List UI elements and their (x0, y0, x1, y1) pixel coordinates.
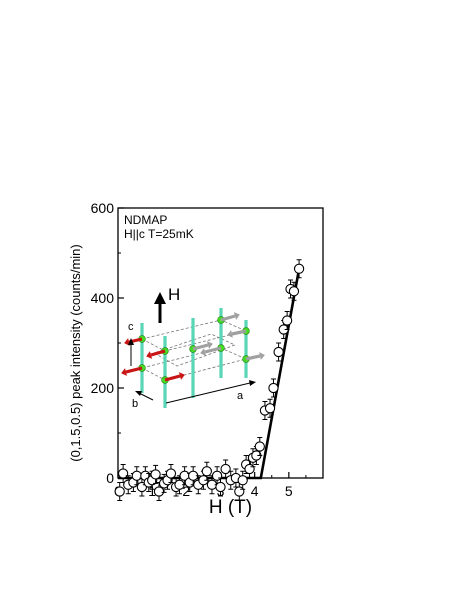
spin-head (200, 348, 206, 356)
data-point (293, 259, 305, 279)
spin-shaft (204, 346, 222, 354)
spin-shaft (150, 349, 166, 357)
y-axis-title: (0,1.5,0.5) peak intensity (counts/min) (68, 244, 83, 462)
data-point (179, 466, 190, 486)
data-marker (201, 466, 212, 477)
spin-arrow (192, 341, 213, 351)
y-tick-label: 200 (91, 380, 115, 396)
data-point (268, 378, 279, 398)
data-point (288, 281, 300, 301)
data-marker (268, 382, 279, 394)
data-marker (237, 475, 248, 486)
conditions-label: H||c T=25mK (124, 227, 194, 241)
x-tick-label: 5 (285, 483, 293, 499)
axis-b-line (138, 392, 154, 401)
data-marker (273, 346, 284, 358)
data-marker (131, 470, 142, 481)
spin-head (178, 372, 185, 380)
data-marker (254, 441, 265, 452)
axis-a-line (165, 382, 251, 404)
spin-shaft (231, 329, 247, 336)
spin-arrow (121, 366, 143, 376)
spin-head (146, 351, 153, 359)
data-marker (220, 463, 231, 475)
data-point (150, 464, 161, 484)
axis-a-head (249, 380, 256, 386)
data-point (165, 464, 177, 483)
lattice-plane-upper (140, 319, 248, 352)
spin-shaft (125, 366, 143, 374)
spin-head (206, 341, 213, 349)
data-marker (114, 486, 125, 497)
data-point (273, 342, 284, 362)
spin-head (233, 312, 240, 320)
spin-head (259, 352, 265, 360)
data-point (201, 461, 212, 481)
data-point (114, 482, 125, 501)
data-marker (117, 468, 129, 479)
x-tick-label: 2 (182, 483, 190, 499)
spin-arrow (164, 372, 185, 382)
field-label: H (168, 285, 180, 304)
x-tick-label: 1 (148, 483, 156, 499)
spin-head (121, 368, 127, 376)
x-axis-title: H (T) (209, 497, 252, 518)
crystal-structure-inset: Hc b a (121, 285, 265, 410)
data-marker (215, 481, 226, 493)
lattice-plane-lower (140, 347, 248, 381)
fit-line (118, 268, 301, 480)
y-tick-label: 600 (91, 200, 115, 216)
data-point (117, 464, 129, 483)
spin-shaft (220, 314, 236, 322)
y-tick-label: 0 (106, 470, 114, 486)
axis-b-label: b (132, 398, 138, 410)
data-point (215, 477, 226, 497)
data-point (264, 398, 276, 418)
y-tick-label: 400 (91, 290, 115, 306)
axis-c-head (128, 338, 134, 345)
data-point (237, 470, 248, 490)
data-marker (165, 468, 177, 479)
data-marker (281, 315, 293, 326)
spin-shaft (192, 343, 209, 351)
data-marker (150, 469, 161, 480)
data-marker (264, 403, 276, 414)
lattice-plane-middle (153, 333, 237, 367)
spin-shaft (245, 354, 261, 361)
field-arrow-head (154, 292, 166, 304)
spin-arrow (200, 346, 222, 356)
data-point (281, 311, 293, 330)
spin-arrow (220, 312, 240, 322)
spin-arrow (245, 352, 265, 361)
spin-head (227, 330, 233, 338)
data-marker (288, 286, 300, 297)
data-marker (293, 263, 305, 274)
sample-label: NDMAP (124, 213, 167, 227)
spin-arrow (227, 329, 247, 338)
axis-c-label: c (128, 321, 134, 333)
data-point (220, 459, 231, 479)
axis-a-label: a (237, 390, 244, 402)
spin-shaft (164, 374, 181, 382)
data-point (254, 437, 265, 456)
data-marker (153, 486, 165, 497)
x-tick-label: 4 (251, 483, 259, 499)
axis-b-head (135, 391, 142, 396)
spin-arrow (146, 349, 166, 359)
